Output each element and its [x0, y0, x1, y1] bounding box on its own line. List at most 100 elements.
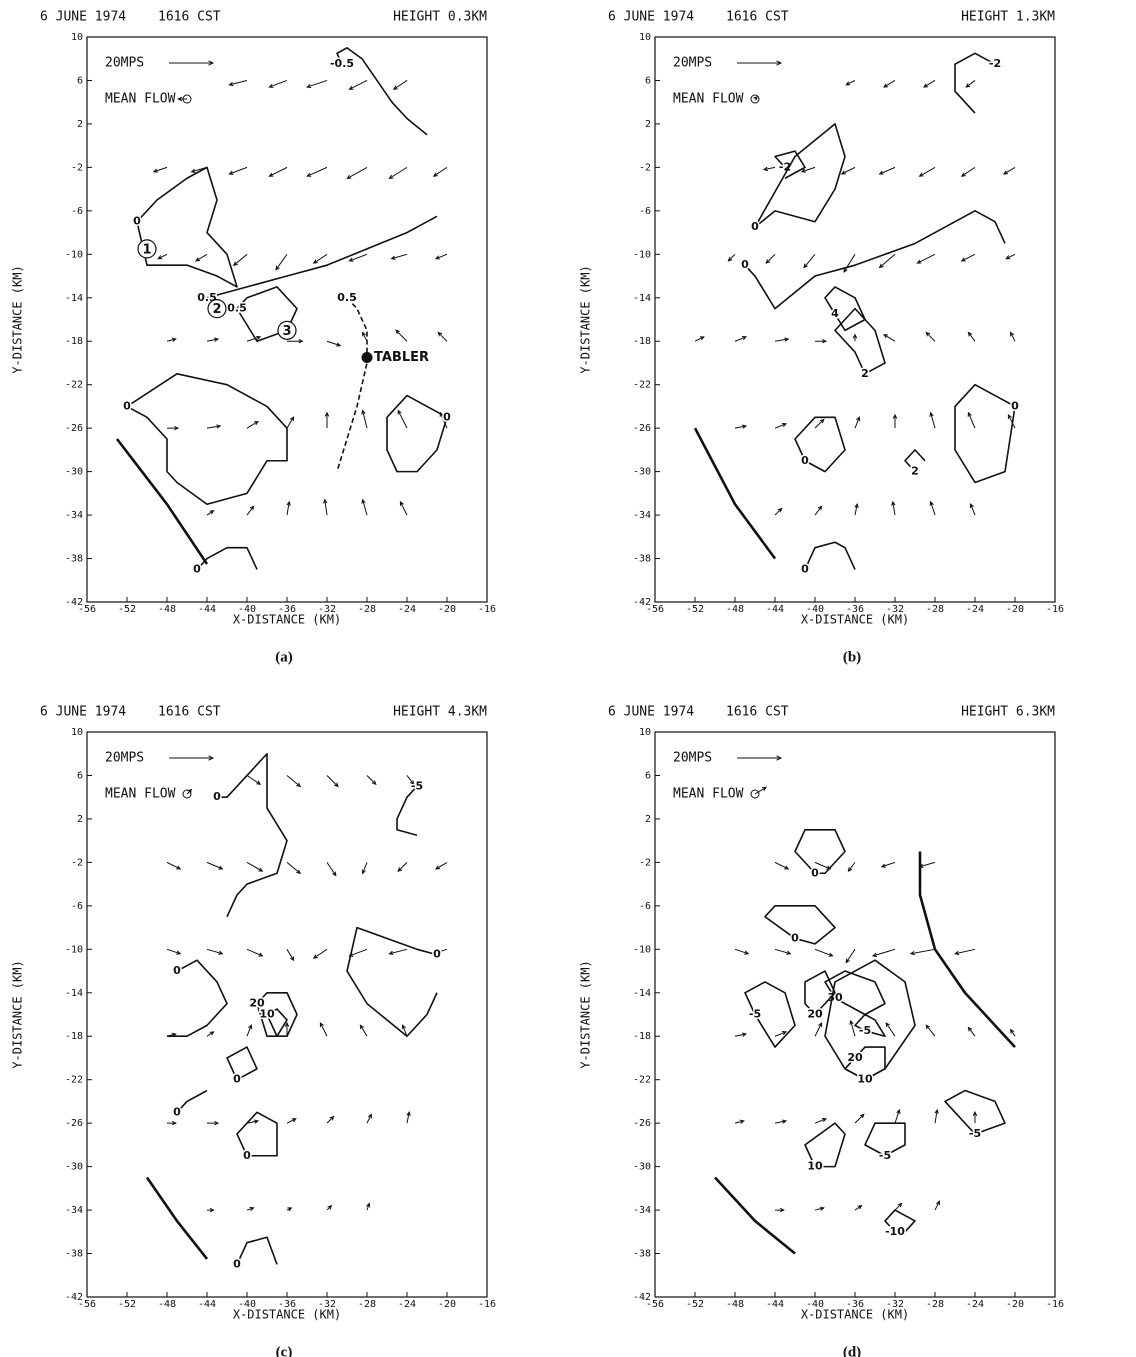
wind-vector — [918, 861, 936, 868]
contour-line — [834, 307, 886, 375]
y-tick-label: -34 — [65, 1205, 83, 1216]
x-tick-label: -44 — [198, 1299, 216, 1310]
wind-vector — [727, 253, 736, 262]
wind-vector — [246, 1024, 253, 1037]
contour-line — [396, 785, 418, 836]
contour-label: -5 — [969, 1127, 981, 1140]
y-tick-label: -10 — [65, 249, 83, 260]
contour-line — [336, 297, 368, 472]
mean-flow-origin — [750, 789, 760, 799]
wind-vector — [397, 409, 408, 429]
contour-line — [804, 970, 836, 1016]
wind-vector — [326, 1204, 333, 1211]
contour-line — [136, 166, 238, 288]
wind-vector — [437, 331, 448, 342]
x-tick-label: -16 — [478, 604, 496, 615]
x-tick-label: -24 — [398, 604, 416, 615]
wind-vector — [845, 80, 856, 86]
wind-vector — [306, 166, 328, 177]
wind-vector — [392, 80, 408, 90]
x-tick-label: -32 — [886, 604, 904, 615]
contour-label: -5 — [879, 1149, 891, 1162]
y-tick-label: -38 — [65, 554, 83, 565]
wind-vector — [934, 1200, 940, 1211]
x-tick-label: -40 — [238, 1299, 256, 1310]
wind-vector — [885, 1022, 896, 1037]
wind-vector — [843, 254, 856, 273]
y-tick-label: -18 — [633, 1031, 651, 1042]
contour-line — [256, 991, 298, 1038]
scale-label: 20MPS — [673, 56, 712, 71]
x-tick-label: -56 — [78, 604, 96, 615]
x-tick-label: -44 — [766, 604, 784, 615]
y-tick-label: -2 — [71, 857, 83, 868]
contour-line — [794, 828, 846, 875]
contour-label: -0.5 — [330, 57, 354, 70]
wind-vector — [326, 340, 342, 347]
y-tick-label: -10 — [633, 944, 651, 955]
data-boundary — [145, 1176, 209, 1260]
wind-vector — [434, 253, 448, 260]
contour-line — [884, 1209, 916, 1233]
wind-vector — [324, 411, 330, 429]
x-tick-label: -28 — [358, 1299, 376, 1310]
wind-vector — [878, 253, 896, 269]
wind-vector — [268, 166, 288, 177]
wind-vector — [883, 334, 896, 342]
x-tick-label: -24 — [398, 1299, 416, 1310]
y-axis-label: Y-DISTANCE (KM) — [579, 960, 593, 1068]
wind-vector — [432, 166, 448, 177]
wind-vector — [854, 1113, 865, 1124]
wind-vector — [814, 505, 823, 516]
y-tick-label: -26 — [65, 423, 83, 434]
contour-label: 0 — [233, 1257, 241, 1270]
y-tick-label: -34 — [633, 1205, 651, 1216]
x-tick-label: -20 — [1006, 604, 1024, 615]
scale-vector — [737, 755, 783, 761]
x-tick-label: -48 — [726, 1299, 744, 1310]
panel-height: HEIGHT 1.3KM — [961, 10, 1055, 25]
wind-vector — [286, 775, 302, 788]
wind-vector — [166, 861, 182, 870]
panel: 6 JUNE 1974 1616 CST HEIGHT 1.3KM Y-DISTANC… — [579, 10, 1065, 666]
x-tick-label: -16 — [478, 1299, 496, 1310]
scale-vector — [737, 60, 783, 66]
scale-label: 20MPS — [105, 751, 144, 766]
y-tick-label: 10 — [639, 32, 651, 43]
y-tick-label: -2 — [639, 162, 651, 173]
wind-vector — [918, 166, 936, 177]
contour-label: 2 — [911, 465, 919, 478]
wind-vector — [854, 502, 859, 516]
annotation-circle — [277, 320, 297, 340]
wind-vector — [925, 331, 936, 342]
panel-date: 6 JUNE 1974 — [40, 705, 126, 720]
contour-label: 0 — [1011, 399, 1019, 412]
station-label: TABLER — [374, 350, 429, 365]
contour-line — [804, 541, 856, 570]
y-tick-label: -14 — [65, 293, 83, 304]
wind-vector — [152, 166, 168, 173]
panel-time: 1616 CST — [726, 10, 789, 25]
x-axis-label: X-DISTANCE (KM) — [801, 1308, 909, 1322]
contour-line — [864, 1122, 906, 1157]
contour-label: 0.5 — [227, 302, 247, 315]
contour-label: -10 — [885, 1225, 905, 1238]
contour-line — [386, 394, 448, 473]
scale-vector — [169, 755, 215, 761]
wind-vector — [840, 166, 856, 175]
annotation-circle — [137, 239, 157, 259]
y-tick-label: -6 — [639, 901, 651, 912]
wind-vector — [395, 329, 408, 342]
x-tick-label: -28 — [926, 1299, 944, 1310]
contour-label: 0 — [233, 1073, 241, 1086]
panel-time: 1616 CST — [726, 705, 789, 720]
contour-label: 0 — [193, 562, 201, 575]
contour-line — [126, 373, 288, 506]
wind-vector — [312, 948, 328, 959]
contour-line — [744, 210, 1006, 310]
x-tick-label: -28 — [926, 604, 944, 615]
contour-line — [954, 52, 996, 114]
wind-vector — [965, 80, 976, 88]
wind-vector — [246, 1206, 255, 1212]
panel-caption: (c) — [276, 1344, 293, 1357]
